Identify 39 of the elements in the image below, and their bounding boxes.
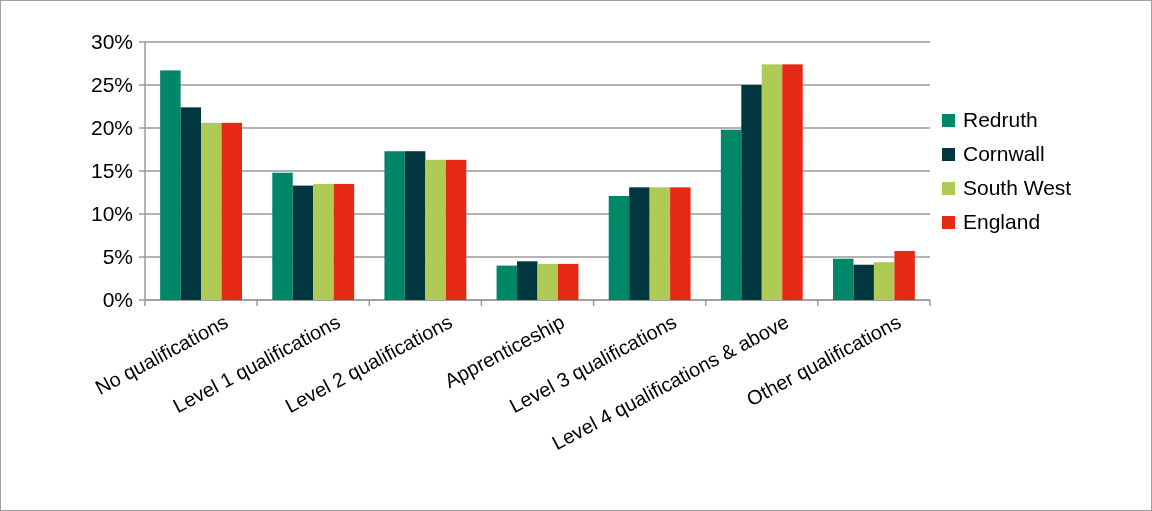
bar: [833, 258, 854, 300]
y-tick-label: 0%: [102, 288, 133, 312]
bar: [853, 264, 874, 300]
bar: [537, 263, 558, 300]
y-tick-label: 30%: [90, 30, 133, 54]
bar: [873, 262, 895, 300]
bar: [384, 151, 405, 300]
bar: [180, 107, 202, 300]
bar: [445, 159, 467, 300]
y-tick-label: 20%: [90, 116, 133, 140]
bar: [557, 263, 579, 300]
legend-label: England: [963, 210, 1041, 234]
bar: [160, 70, 181, 300]
bar: [333, 183, 355, 300]
bar: [894, 250, 915, 300]
bar: [272, 172, 293, 300]
y-tick-label: 10%: [90, 202, 133, 226]
bar: [720, 129, 742, 300]
bar: [292, 185, 314, 300]
bar: [741, 85, 762, 300]
bar: [761, 64, 783, 300]
bar: [629, 187, 650, 300]
y-tick-label: 25%: [90, 73, 133, 97]
bar: [517, 261, 538, 300]
bar: [221, 122, 242, 300]
bar: [782, 64, 803, 300]
y-tick-label: 15%: [90, 159, 133, 183]
y-tick-label: 5%: [102, 245, 133, 269]
bar: [425, 159, 446, 300]
bar: [201, 122, 222, 300]
bar: [670, 187, 691, 300]
bar: [608, 195, 630, 300]
bar: [649, 187, 671, 300]
legend-label: Redruth: [963, 108, 1038, 132]
bar: [496, 265, 518, 300]
bar: [313, 183, 334, 300]
legend-label: Cornwall: [963, 142, 1045, 166]
bar: [404, 151, 426, 300]
legend-label: South West: [963, 176, 1072, 200]
